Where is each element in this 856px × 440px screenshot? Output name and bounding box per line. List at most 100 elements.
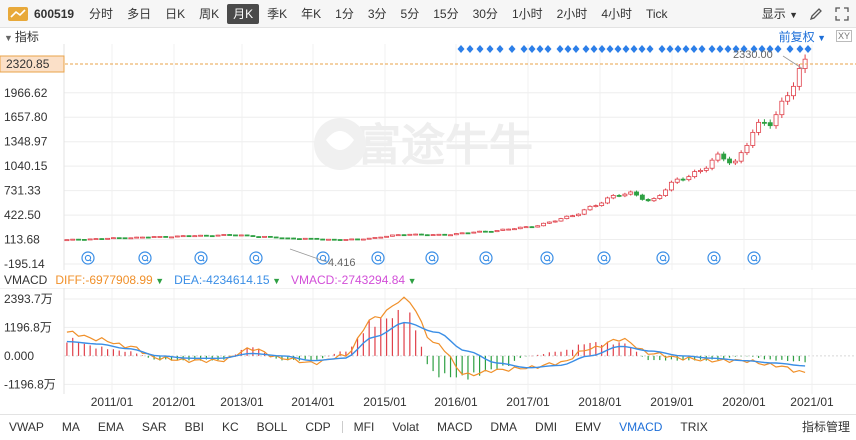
period-tab[interactable]: 4小时 — [601, 6, 632, 21]
period-tab[interactable]: 日K — [165, 6, 186, 21]
event-diamond[interactable] — [496, 45, 504, 53]
period-tab[interactable]: 15分 — [433, 6, 459, 21]
period-tab[interactable]: Tick — [646, 6, 668, 21]
event-diamond[interactable] — [598, 45, 606, 53]
earnings-q-icon[interactable] — [479, 251, 493, 265]
earnings-q-icon[interactable] — [656, 251, 670, 265]
event-diamond[interactable] — [716, 45, 724, 53]
event-diamond[interactable] — [724, 45, 732, 53]
indicator-tab[interactable]: MACD — [437, 419, 473, 434]
period-tab[interactable]: 分时 — [89, 6, 114, 21]
fullscreen-icon[interactable] — [834, 6, 850, 22]
event-diamond[interactable] — [564, 45, 572, 53]
period-tab[interactable]: 1分 — [335, 6, 354, 21]
event-diamond[interactable] — [528, 45, 536, 53]
indicator-tab[interactable]: TRIX — [680, 419, 708, 434]
vmacd-chart[interactable]: 2393.7万 1196.8万 0.000 -1196.8万 2011/01 2012/… — [0, 288, 856, 414]
event-diamond[interactable] — [520, 45, 528, 53]
vmacd-label[interactable]: VMACD — [4, 273, 48, 287]
event-diamond[interactable] — [638, 45, 646, 53]
event-diamond[interactable] — [698, 45, 706, 53]
event-diamond[interactable] — [622, 45, 630, 53]
indicator-tab[interactable]: KC — [221, 419, 239, 434]
event-diamond[interactable] — [690, 45, 698, 53]
candle-body — [471, 231, 477, 234]
earnings-q-icon[interactable] — [81, 251, 95, 265]
event-diamond[interactable] — [606, 45, 614, 53]
indicator-manage-button[interactable]: 指标管理 — [801, 420, 850, 434]
event-diamond[interactable] — [796, 45, 804, 53]
event-diamond[interactable] — [674, 45, 682, 53]
event-diamond[interactable] — [572, 45, 580, 53]
display-menu-button[interactable]: 显示 ▼ — [761, 7, 798, 21]
event-diamond[interactable] — [740, 45, 748, 53]
event-diamond[interactable] — [766, 45, 774, 53]
adjust-price-dropdown[interactable]: 前复权 ▼ — [778, 30, 826, 44]
event-diamond[interactable] — [708, 45, 716, 53]
earnings-q-icon[interactable] — [747, 251, 761, 265]
event-diamond[interactable] — [536, 45, 544, 53]
period-tab[interactable]: 1小时 — [511, 6, 543, 21]
earnings-q-icon[interactable] — [707, 251, 721, 265]
event-diamond[interactable] — [630, 45, 638, 53]
indicator-tab[interactable]: CDP — [305, 419, 331, 434]
indicator-tab[interactable]: BOLL — [256, 419, 288, 434]
indicator-tab[interactable]: EMA — [97, 419, 124, 434]
event-diamond[interactable] — [486, 45, 494, 53]
event-diamond[interactable] — [758, 45, 766, 53]
indicator-tab[interactable]: VMACD — [619, 419, 663, 434]
indicator-toggle[interactable]: ▼ 指标 — [4, 29, 39, 44]
earnings-q-icon[interactable] — [138, 251, 152, 265]
event-diamond[interactable] — [544, 45, 552, 53]
indicator-tab[interactable]: DMA — [490, 419, 518, 434]
earnings-q-icon[interactable] — [540, 251, 554, 265]
earnings-q-icon[interactable] — [194, 251, 208, 265]
event-diamond[interactable] — [666, 45, 674, 53]
price-chart[interactable]: 富途牛牛 1966.62 1657.80 1348.97 1040.15 731.33 4… — [0, 44, 856, 314]
indicator-tab[interactable]: MFI — [353, 419, 375, 434]
period-tab[interactable]: 30分 — [472, 6, 498, 21]
event-diamond[interactable] — [590, 45, 598, 53]
candle-body — [709, 159, 715, 169]
period-tab[interactable]: 5分 — [400, 6, 420, 21]
candle-body — [512, 228, 517, 231]
indicator-tab[interactable]: BBI — [184, 419, 204, 434]
indicator-tab[interactable]: MA — [61, 419, 80, 434]
indicator-tab[interactable]: VWAP — [9, 419, 44, 434]
earnings-q-icon[interactable] — [425, 251, 439, 265]
candle-body — [552, 220, 558, 223]
event-diamond[interactable] — [466, 45, 474, 53]
event-diamond[interactable] — [750, 45, 758, 53]
period-tab[interactable]: 季K — [267, 6, 288, 21]
indicator-tab[interactable]: EMV — [575, 419, 602, 434]
indicator-tab[interactable]: DMI — [535, 419, 558, 434]
period-tab[interactable]: 月K — [227, 3, 260, 24]
period-tab[interactable]: 3分 — [367, 6, 387, 21]
indicator-tab[interactable]: Volat — [392, 419, 420, 434]
event-diamond[interactable] — [774, 45, 782, 53]
event-diamond[interactable] — [786, 45, 794, 53]
period-tab[interactable]: 年K — [301, 6, 322, 21]
event-diamond[interactable] — [732, 45, 740, 53]
event-diamond[interactable] — [658, 45, 666, 53]
event-diamond[interactable] — [476, 45, 484, 53]
earnings-q-icon[interactable] — [597, 251, 611, 265]
period-tab[interactable]: 周K — [199, 6, 220, 21]
event-diamond[interactable] — [556, 45, 564, 53]
event-diamond[interactable] — [457, 45, 465, 53]
earnings-q-icon[interactable] — [249, 251, 263, 265]
draw-pen-icon[interactable] — [808, 6, 824, 22]
period-tab[interactable]: 多日 — [127, 6, 152, 21]
candle-body — [285, 237, 291, 240]
indicator-tab[interactable]: SAR — [141, 419, 167, 434]
event-diamond[interactable] — [508, 45, 516, 53]
event-diamond[interactable] — [646, 45, 654, 53]
event-diamond[interactable] — [682, 45, 690, 53]
event-diamond[interactable] — [614, 45, 622, 53]
event-diamond[interactable] — [582, 45, 590, 53]
period-tab[interactable]: 2小时 — [556, 6, 588, 21]
xy-toggle-icon[interactable]: XY — [835, 30, 852, 42]
earnings-q-icon[interactable] — [371, 251, 385, 265]
stock-symbol[interactable]: 600519 — [34, 6, 75, 21]
event-diamond[interactable] — [804, 45, 812, 53]
